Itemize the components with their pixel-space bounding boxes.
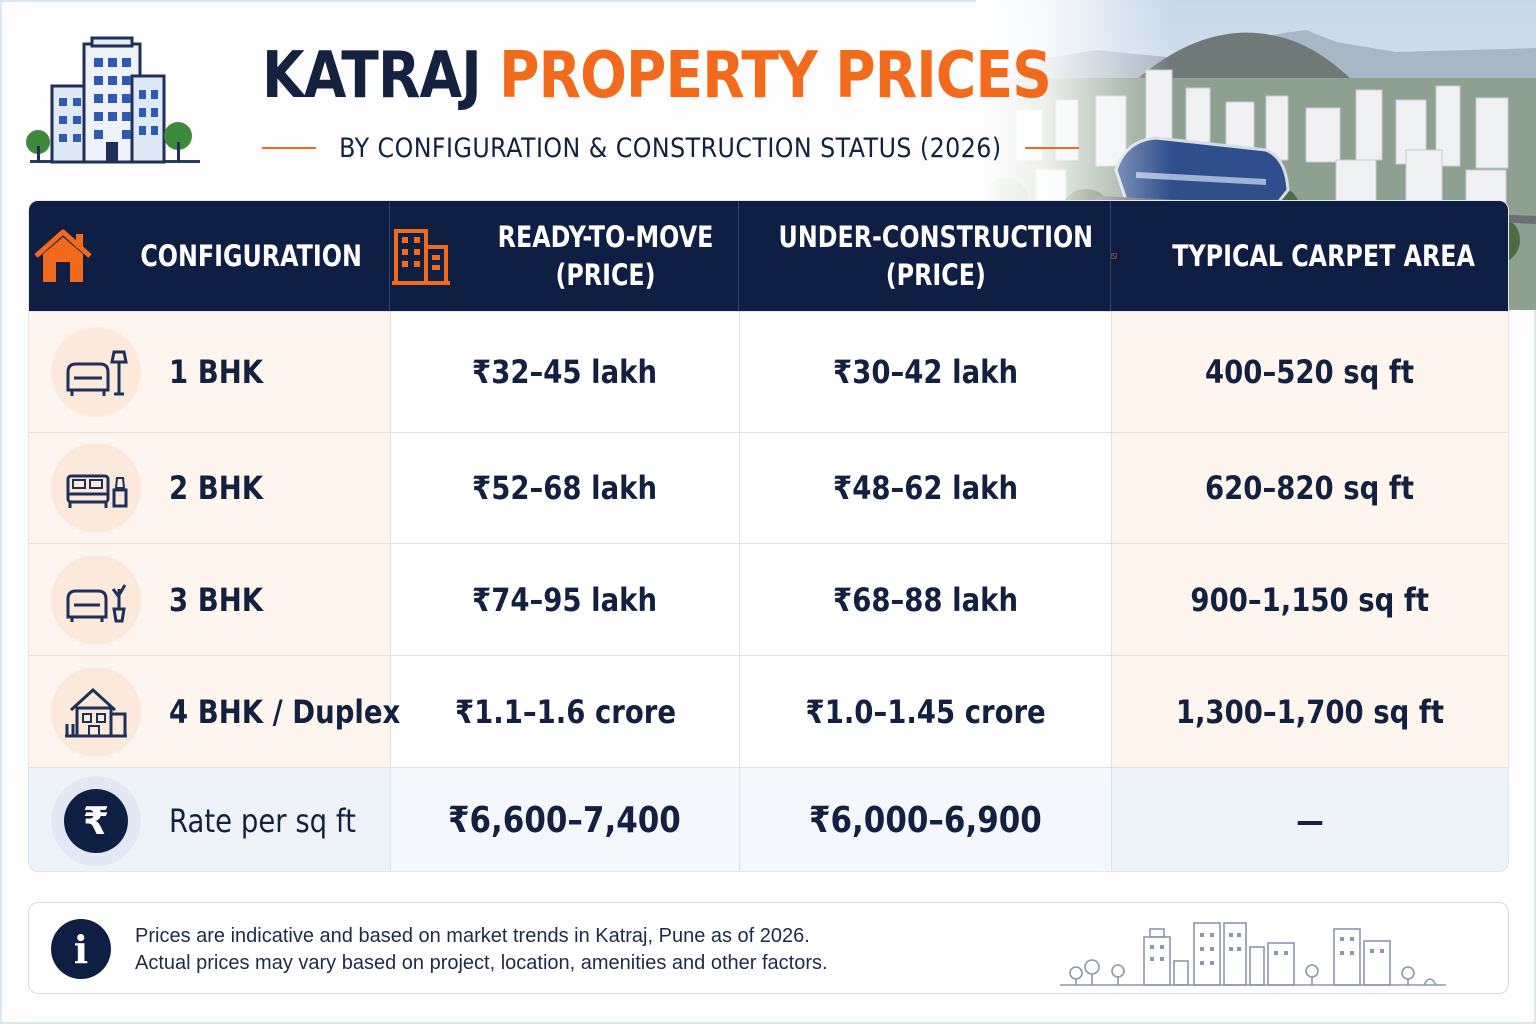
config-label: 3 BHK bbox=[169, 580, 264, 619]
config-cell: 4 BHK / Duplex bbox=[29, 656, 400, 767]
column-header-sublabel: (PRICE) bbox=[885, 258, 986, 292]
ready-rate-value: ₹6,600–7,400 bbox=[448, 800, 682, 841]
skyline-line-art-icon bbox=[1060, 922, 1446, 986]
carpet-area-cell: 1,300–1,700 sq ft bbox=[1112, 656, 1508, 767]
subtitle: BY CONFIGURATION & CONSTRUCTION STATUS (… bbox=[262, 128, 1079, 168]
ready-price-value: ₹32–45 lakh bbox=[472, 353, 658, 391]
ready-price-cell: ₹52–68 lakh bbox=[390, 433, 741, 543]
column-header-under-construction: UNDER-CONSTRUCTION (PRICE) bbox=[739, 201, 1111, 311]
carpet-area-cell: 900–1,150 sq ft bbox=[1112, 544, 1508, 655]
title-part-1: KATRAJ bbox=[262, 39, 482, 113]
subtitle-text: BY CONFIGURATION & CONSTRUCTION STATUS (… bbox=[339, 132, 1002, 164]
under-construction-price-value: ₹1.0–1.45 crore bbox=[805, 692, 1046, 731]
title-part-2: PROPERTY PRICES bbox=[499, 39, 1052, 113]
carpet-area-rate-cell: — bbox=[1112, 768, 1508, 871]
config-label: 1 BHK bbox=[169, 353, 264, 391]
ready-price-cell: ₹74–95 lakh bbox=[390, 544, 741, 655]
page-title: KATRAJ PROPERTY PRICES bbox=[262, 36, 1052, 116]
floor-plan-icon bbox=[1111, 253, 1117, 259]
column-header-label: CONFIGURATION bbox=[140, 239, 362, 273]
config-label: Rate per sq ft bbox=[169, 801, 356, 840]
column-header-label: TYPICAL CARPET AREA bbox=[1172, 239, 1475, 273]
disclaimer-note: i Prices are indicative and based on mar… bbox=[28, 902, 1509, 994]
subtitle-left-dash bbox=[262, 147, 316, 149]
under-construction-rate-value: ₹6,000–6,900 bbox=[808, 800, 1042, 841]
building-icon bbox=[392, 229, 451, 285]
carpet-area-value: 400–520 sq ft bbox=[1205, 353, 1415, 391]
table-row-1bhk: 1 BHK ₹32–45 lakh ₹30–42 lakh 400–520 sq… bbox=[29, 311, 1508, 432]
under-construction-rate-cell: ₹6,000–6,900 bbox=[740, 768, 1112, 871]
note-line-1: Prices are indicative and based on marke… bbox=[135, 925, 810, 947]
table-header: CONFIGURATION READY-TO-MOVE (PRICE) bbox=[29, 201, 1508, 311]
under-construction-price-cell: ₹1.0–1.45 crore bbox=[740, 656, 1112, 767]
subtitle-right-dash bbox=[1024, 147, 1079, 149]
rupee-icon: ₹ bbox=[51, 775, 141, 866]
under-construction-price-value: ₹68–88 lakh bbox=[832, 580, 1018, 619]
house-icon bbox=[34, 229, 92, 282]
buildings-logo-icon bbox=[22, 36, 202, 168]
column-header-label: UNDER-CONSTRUCTION bbox=[778, 220, 1093, 254]
carpet-area-value: 900–1,150 sq ft bbox=[1190, 580, 1430, 619]
column-header-configuration: CONFIGURATION bbox=[29, 201, 390, 311]
carpet-area-value: 620–820 sq ft bbox=[1205, 469, 1415, 507]
config-label: 4 BHK / Duplex bbox=[169, 692, 401, 731]
duplex-house-icon bbox=[51, 666, 141, 757]
carpet-area-cell: 400–520 sq ft bbox=[1112, 312, 1508, 432]
info-icon: i bbox=[51, 919, 111, 979]
column-header-label: READY-TO-MOVE bbox=[498, 220, 714, 254]
price-table: CONFIGURATION READY-TO-MOVE (PRICE) bbox=[28, 200, 1509, 872]
ready-price-cell: ₹32–45 lakh bbox=[390, 312, 741, 432]
table-row-rate-per-sqft: ₹ Rate per sq ft ₹6,600–7,400 ₹6,000–6,9… bbox=[29, 767, 1508, 871]
column-header-sublabel: (PRICE) bbox=[555, 258, 656, 292]
bed-icon bbox=[51, 443, 141, 533]
carpet-area-value: 1,300–1,700 sq ft bbox=[1175, 692, 1444, 731]
under-construction-price-cell: ₹30–42 lakh bbox=[740, 312, 1112, 432]
under-construction-price-cell: ₹48–62 lakh bbox=[740, 433, 1112, 543]
ready-rate-cell: ₹6,600–7,400 bbox=[390, 768, 741, 871]
config-cell: 2 BHK bbox=[29, 433, 391, 543]
carpet-area-rate-value: — bbox=[1295, 801, 1324, 840]
under-construction-price-cell: ₹68–88 lakh bbox=[740, 544, 1112, 655]
under-construction-price-value: ₹30–42 lakh bbox=[832, 353, 1018, 391]
ready-price-value: ₹1.1–1.6 crore bbox=[454, 692, 676, 731]
ready-price-cell: ₹1.1–1.6 crore bbox=[391, 656, 741, 767]
column-header-ready-to-move: READY-TO-MOVE (PRICE) bbox=[390, 201, 739, 311]
config-cell: 3 BHK bbox=[29, 544, 391, 655]
sofa-plant-icon bbox=[51, 554, 141, 645]
table-row-4bhk: 4 BHK / Duplex ₹1.1–1.6 crore ₹1.0–1.45 … bbox=[29, 655, 1508, 767]
table-row-2bhk: 2 BHK ₹52–68 lakh ₹48–62 lakh 620–820 sq… bbox=[29, 432, 1508, 543]
column-header-carpet-area: TYPICAL CARPET AREA bbox=[1111, 201, 1508, 311]
config-cell: ₹ Rate per sq ft bbox=[29, 768, 391, 871]
table-row-3bhk: 3 BHK ₹74–95 lakh ₹68–88 lakh 900–1,150 … bbox=[29, 543, 1508, 655]
rupee-symbol: ₹ bbox=[64, 788, 128, 853]
under-construction-price-value: ₹48–62 lakh bbox=[832, 469, 1018, 507]
config-label: 2 BHK bbox=[169, 469, 264, 507]
config-cell: 1 BHK bbox=[29, 312, 391, 432]
note-line-2: Actual prices may vary based on project,… bbox=[135, 952, 828, 974]
ready-price-value: ₹52–68 lakh bbox=[472, 469, 658, 507]
ready-price-value: ₹74–95 lakh bbox=[472, 580, 658, 619]
sofa-lamp-icon bbox=[51, 327, 141, 417]
carpet-area-cell: 620–820 sq ft bbox=[1112, 433, 1508, 543]
